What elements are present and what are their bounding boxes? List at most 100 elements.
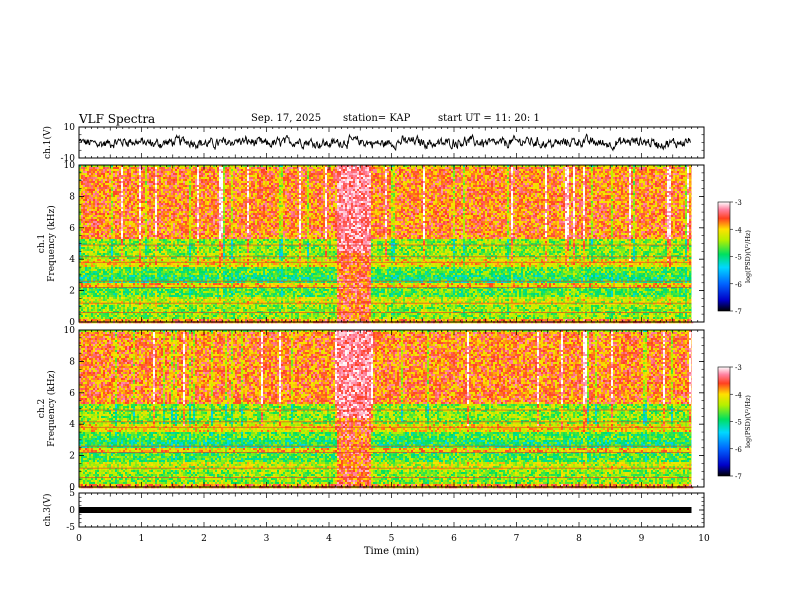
spec-cell	[195, 285, 198, 288]
spec-cell	[93, 307, 96, 310]
spec-cell	[105, 293, 108, 296]
spec-cell	[169, 173, 172, 176]
spec-cell	[123, 275, 126, 278]
spec-cell	[83, 273, 86, 276]
spec-cell	[133, 317, 136, 320]
spec-cell	[181, 239, 184, 242]
spec-cell	[85, 259, 88, 262]
spec-cell	[117, 249, 120, 252]
spec-cell	[87, 247, 90, 250]
spec-cell	[189, 173, 192, 176]
spec-cell	[93, 317, 96, 320]
spec-cell	[85, 289, 88, 292]
spec-cell	[171, 213, 174, 216]
spec-cell	[131, 263, 134, 266]
spec-cell	[99, 211, 102, 214]
spec-cell	[99, 173, 102, 176]
spec-cell	[97, 225, 100, 228]
spec-cell	[175, 279, 178, 282]
spec-cell	[179, 231, 182, 234]
spec-cell	[97, 211, 100, 214]
spec-cell	[127, 217, 130, 220]
spec-cell	[183, 221, 186, 224]
spec-cell	[165, 213, 168, 216]
spec-cell	[165, 307, 168, 310]
spec-cell	[151, 181, 154, 184]
spec-cell	[179, 269, 182, 272]
spec-cell	[145, 297, 148, 300]
spec-cell	[197, 271, 200, 274]
spec-cell	[129, 233, 132, 236]
spec-cell	[141, 247, 144, 250]
spec-cell	[197, 303, 200, 306]
spec-cell	[177, 315, 180, 318]
spec-cell	[159, 223, 162, 226]
spec-cell	[115, 181, 118, 184]
spec-cell	[97, 199, 100, 202]
spec-cell	[181, 271, 184, 274]
spec-cell	[133, 231, 136, 234]
spec-cell	[143, 305, 146, 308]
spec-cell	[127, 259, 130, 262]
spec-cell	[105, 183, 108, 186]
spec-cell	[163, 195, 166, 198]
spec-cell	[195, 183, 198, 186]
spec-cell	[145, 247, 148, 250]
spec-cell	[123, 219, 126, 222]
spec-cell	[169, 217, 172, 220]
spec-cell	[169, 275, 172, 278]
spec-cell	[135, 181, 138, 184]
spec-cell	[117, 177, 120, 180]
spec-cell	[137, 309, 140, 312]
spec-cell	[155, 271, 158, 274]
spec-cell	[113, 267, 116, 270]
spec-cell	[153, 195, 156, 198]
spec-cell	[107, 167, 110, 170]
spec-cell	[119, 235, 122, 238]
spec-cell	[187, 257, 190, 260]
spec-cell	[97, 303, 100, 306]
spec-cell	[189, 277, 192, 280]
spec-cell	[187, 215, 190, 218]
spec-cell	[117, 203, 120, 206]
spec-cell	[161, 289, 164, 292]
spec-cell	[87, 171, 90, 174]
spec-cell	[187, 313, 190, 316]
spec-cell	[131, 303, 134, 306]
spec-cell	[85, 183, 88, 186]
spec-cell	[101, 301, 104, 304]
spec-cell	[89, 263, 92, 266]
spec-cell	[167, 191, 170, 194]
spec-cell	[107, 219, 110, 222]
spec-cell	[165, 187, 168, 190]
spec-cell	[163, 187, 166, 190]
spec-cell	[85, 187, 88, 190]
spec-cell	[165, 283, 168, 286]
spec-cell	[81, 245, 84, 248]
spec-cell	[103, 219, 106, 222]
spec-cell	[121, 299, 124, 302]
spec-cell	[141, 171, 144, 174]
spec-cell	[129, 217, 132, 220]
spec-cell	[139, 193, 142, 196]
spec-cell	[121, 307, 124, 310]
spec-cell	[141, 253, 144, 256]
spec-cell	[101, 269, 104, 272]
spec-cell	[109, 229, 112, 232]
spec-cell	[117, 237, 120, 240]
spec-cell	[103, 295, 106, 298]
spec-cell	[165, 287, 168, 290]
spec-cell	[189, 233, 192, 236]
spec-cell	[163, 255, 166, 258]
spec-cell	[173, 197, 176, 200]
spec-cell	[175, 247, 178, 250]
spec-cell	[185, 165, 188, 168]
spec-cell	[111, 295, 114, 298]
spec-cell	[195, 237, 198, 240]
spec-cell	[139, 259, 142, 262]
spec-cell	[89, 241, 92, 244]
spec-cell	[171, 175, 174, 178]
spec-cell	[167, 197, 170, 200]
spec-cell	[185, 289, 188, 292]
spec-cell	[189, 243, 192, 246]
